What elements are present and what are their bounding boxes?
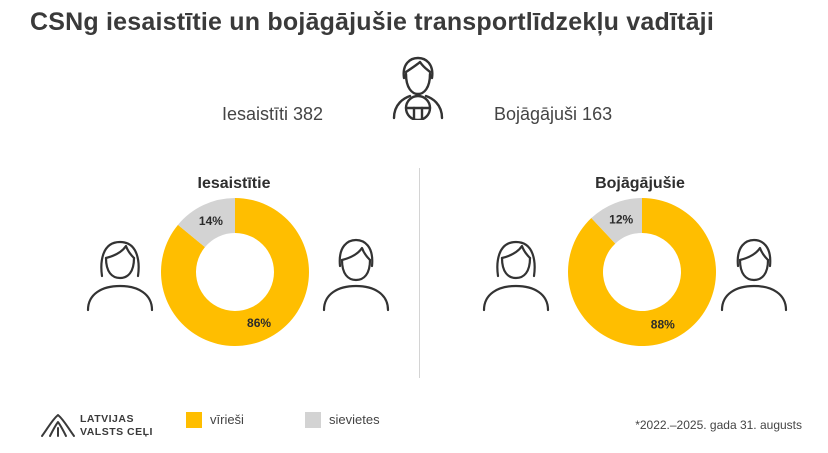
slice-label-vīrieši: 88% <box>651 318 675 332</box>
section-divider <box>419 168 420 378</box>
chart-title-involved: Iesaistītie <box>197 175 271 192</box>
legend-label-male: vīrieši <box>210 412 244 427</box>
slice-label-sievietes: 12% <box>609 212 633 226</box>
driver-icon <box>392 56 444 120</box>
chart-title-killed: Bojāgājušie <box>595 175 685 192</box>
logo-icon <box>41 414 75 437</box>
slice-vīrieši <box>160 198 309 346</box>
legend-label-female: sievietes <box>329 412 380 427</box>
page-title: CSNg iesaistītie un bojāgājušie transpor… <box>30 8 714 36</box>
woman-icon <box>482 240 550 312</box>
donut-chart-killed: 88% 12% <box>568 198 716 346</box>
slice-label-vīrieši: 86% <box>247 316 271 330</box>
killed-count: Bojāgājuši 163 <box>494 104 613 124</box>
logo-text-line1: LATVIJAS <box>80 413 134 425</box>
woman-icon <box>86 240 154 312</box>
slice-sievietes <box>591 198 642 244</box>
logo-text-line2: VALSTS CEĻI <box>80 426 153 438</box>
man-icon <box>322 238 390 312</box>
involved-count: Iesaistīti 382 <box>222 104 324 124</box>
legend-swatch-female <box>305 412 321 428</box>
man-icon <box>720 238 788 312</box>
footnote: *2022.–2025. gada 31. augusts <box>635 418 802 432</box>
donut-chart-involved: 86% 14% <box>160 198 309 346</box>
slice-vīrieši <box>568 198 716 346</box>
legend-swatch-male <box>186 412 202 428</box>
slice-sievietes <box>177 198 235 248</box>
slice-label-sievietes: 14% <box>199 214 223 228</box>
